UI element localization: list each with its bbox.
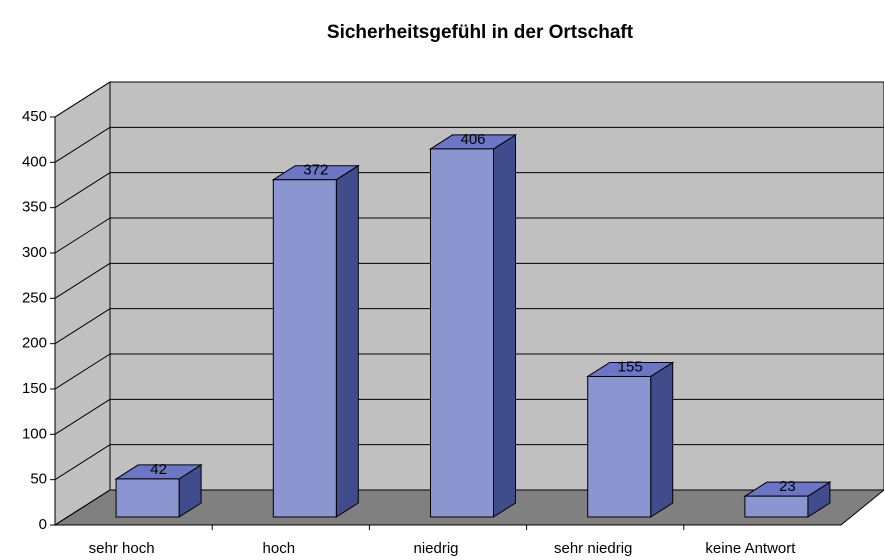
x-tick-label: sehr hoch: [89, 540, 155, 557]
y-tick-label: 150: [22, 380, 47, 397]
y-tick-label: 300: [22, 244, 47, 261]
y-tick-label: 0: [39, 516, 47, 533]
grid-line-side: [54, 172, 111, 209]
data-label: 372: [303, 162, 328, 179]
bar-side: [335, 164, 359, 518]
y-tick-label: 350: [22, 199, 47, 216]
grid-line-side: [54, 444, 111, 481]
chart-title: Sicherheitsgefühl in der Ortschaft: [327, 22, 634, 43]
data-label: 406: [460, 131, 485, 148]
x-tick-label: keine Antwort: [705, 540, 796, 557]
left-wall: [54, 81, 111, 526]
x-tick-label: sehr niedrig: [554, 540, 632, 557]
grid-line-side: [54, 353, 111, 390]
bar-side: [493, 133, 516, 518]
data-label: 42: [150, 461, 167, 478]
bar: [587, 375, 652, 518]
x-tick-label: hoch: [263, 540, 296, 557]
bar-side: [650, 361, 674, 518]
grid-line-side: [54, 308, 111, 345]
y-tick-label: 250: [22, 289, 47, 306]
y-tick-label: 100: [22, 425, 47, 442]
bar: [115, 478, 180, 518]
y-tick-label: 50: [30, 471, 47, 488]
grid-line-side: [54, 398, 111, 435]
bar: [744, 495, 809, 518]
grid-line-side: [54, 262, 111, 299]
grid-line-side: [54, 81, 111, 118]
data-label: 155: [618, 358, 643, 375]
x-tick-label: niedrig: [413, 540, 458, 557]
grid-line-side: [54, 489, 111, 526]
bar: [272, 179, 337, 518]
grid-line-side: [54, 126, 111, 163]
y-tick-label: 200: [22, 335, 47, 352]
bar: [430, 148, 494, 518]
y-tick-label: 450: [22, 108, 47, 125]
data-label: 23: [779, 478, 796, 495]
grid-line-side: [54, 217, 111, 254]
y-tick-label: 400: [22, 153, 47, 170]
